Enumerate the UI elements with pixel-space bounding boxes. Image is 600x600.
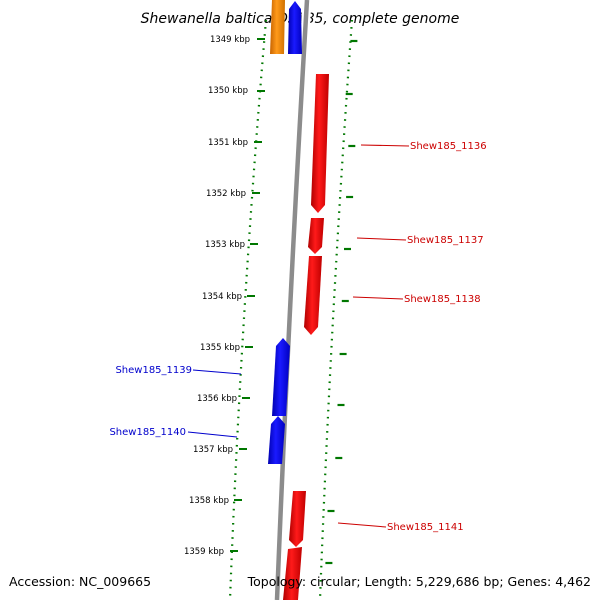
kbp-tick-label: 1350 kbp: [208, 86, 248, 96]
kbp-tick-label: 1354 kbp: [202, 292, 242, 302]
kbp-tick-label: 1357 kbp: [193, 445, 233, 455]
gene-label-shew185-1138[interactable]: Shew185_1138: [404, 294, 481, 305]
gene-label-shew185-1141[interactable]: Shew185_1141: [387, 522, 464, 533]
kbp-scale: 1349 kbp 1350 kbp 1351 kbp 1352 kbp 1353…: [184, 35, 265, 557]
accession-text: Accession: NC_009665: [9, 574, 151, 589]
kbp-tick-label: 1358 kbp: [189, 496, 229, 506]
gene-blue-top[interactable]: [288, 1, 302, 54]
gene-shew185-1136[interactable]: [311, 74, 329, 213]
outer-track-dashes: [325, 39, 358, 565]
kbp-tick-label: 1359 kbp: [184, 547, 224, 557]
gene-shew185-1137[interactable]: [308, 218, 324, 254]
gene-shew185-1141[interactable]: [289, 491, 306, 547]
kbp-tick-label: 1355 kbp: [200, 343, 240, 353]
kbp-tick-label: 1356 kbp: [197, 394, 237, 404]
gene-features: [268, 0, 329, 600]
gene-shew185-1140[interactable]: [268, 416, 285, 464]
kbp-tick-label: 1353 kbp: [205, 240, 245, 250]
gene-orange-top[interactable]: [270, 0, 285, 54]
gene-red-bottom[interactable]: [283, 547, 302, 600]
backbone-line: [274, 0, 310, 600]
gene-label-shew185-1136[interactable]: Shew185_1136: [410, 141, 487, 152]
inner-dotted-track: [228, 19, 268, 600]
gene-shew185-1139[interactable]: [272, 338, 290, 416]
gene-labels: Shew185_1136 Shew185_1137 Shew185_1138 S…: [109, 141, 486, 533]
gene-label-shew185-1137[interactable]: Shew185_1137: [407, 235, 484, 246]
kbp-tick-label: 1349 kbp: [210, 35, 250, 45]
kbp-tick-label: 1352 kbp: [206, 189, 246, 199]
gene-label-shew185-1139[interactable]: Shew185_1139: [115, 365, 192, 376]
kbp-tick-label: 1351 kbp: [208, 138, 248, 148]
topology-summary: Topology: circular; Length: 5,229,686 bp…: [247, 574, 591, 589]
gene-shew185-1138[interactable]: [304, 256, 322, 335]
gene-label-shew185-1140[interactable]: Shew185_1140: [109, 427, 186, 438]
